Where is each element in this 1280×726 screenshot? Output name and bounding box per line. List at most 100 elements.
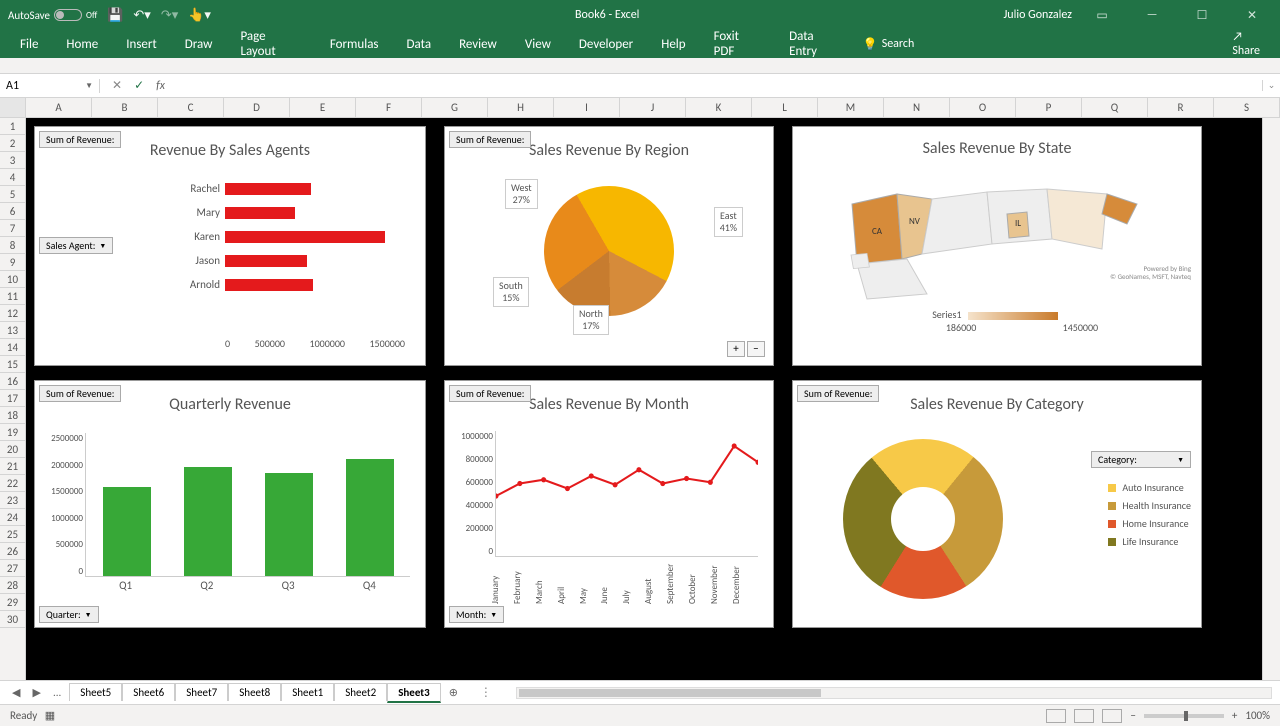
ribbon-tab-review[interactable]: Review: [447, 33, 509, 56]
slicer-sum-revenue[interactable]: Sum of Revenue:: [449, 385, 531, 402]
minimize-icon[interactable]: —: [1132, 8, 1172, 22]
col-header[interactable]: C: [158, 98, 224, 117]
ribbon-tab-help[interactable]: Help: [649, 33, 697, 56]
row-header[interactable]: 22: [0, 475, 25, 492]
col-header[interactable]: G: [422, 98, 488, 117]
row-header[interactable]: 13: [0, 322, 25, 339]
slicer-sales-agent[interactable]: Sales Agent:▼: [39, 237, 113, 254]
share-button[interactable]: ↗ Share: [1232, 30, 1272, 58]
maximize-icon[interactable]: ☐: [1182, 8, 1222, 23]
chart-region-pie[interactable]: Sum of Revenue: Sales Revenue By Region …: [444, 126, 774, 366]
sheet-tab[interactable]: Sheet2: [334, 683, 387, 701]
row-header[interactable]: 6: [0, 203, 25, 220]
autosave-toggle[interactable]: AutoSave Off: [8, 9, 97, 22]
nav-more[interactable]: ...: [49, 686, 65, 699]
cancel-formula-icon[interactable]: ✕: [112, 78, 122, 93]
redo-icon[interactable]: ↷▾: [161, 8, 178, 23]
drilldown-minus-icon[interactable]: −: [747, 341, 765, 357]
page-break-view-icon[interactable]: [1102, 709, 1122, 723]
sheet-tab[interactable]: Sheet5: [69, 683, 122, 701]
col-header[interactable]: O: [950, 98, 1016, 117]
row-header[interactable]: 24: [0, 509, 25, 526]
col-header[interactable]: B: [92, 98, 158, 117]
chart-quarterly[interactable]: Sum of Revenue: Quarterly Revenue 050000…: [34, 380, 426, 628]
user-name[interactable]: Julio Gonzalez: [1003, 8, 1072, 22]
sheet-tab[interactable]: Sheet7: [175, 683, 228, 701]
col-header[interactable]: A: [26, 98, 92, 117]
new-sheet-icon[interactable]: ⊕: [445, 686, 462, 699]
col-header[interactable]: R: [1148, 98, 1214, 117]
row-header[interactable]: 29: [0, 594, 25, 611]
ribbon-options-icon[interactable]: ▭: [1082, 8, 1122, 23]
row-header[interactable]: 26: [0, 543, 25, 560]
ribbon-tab-page-layout[interactable]: Page Layout: [228, 25, 313, 63]
ribbon-tab-developer[interactable]: Developer: [567, 33, 645, 56]
sheet-tab[interactable]: Sheet8: [228, 683, 281, 701]
tell-me-search[interactable]: 💡 Search: [863, 37, 915, 52]
row-header[interactable]: 7: [0, 220, 25, 237]
row-header[interactable]: 28: [0, 577, 25, 594]
chart-monthly[interactable]: Sum of Revenue: Sales Revenue By Month 0…: [444, 380, 774, 628]
row-header[interactable]: 16: [0, 373, 25, 390]
expand-formula-icon[interactable]: ⌄: [1262, 80, 1280, 91]
col-header[interactable]: F: [356, 98, 422, 117]
row-header[interactable]: 10: [0, 271, 25, 288]
slicer-sum-revenue[interactable]: Sum of Revenue:: [39, 385, 121, 402]
row-header[interactable]: 3: [0, 152, 25, 169]
save-icon[interactable]: 💾: [107, 8, 123, 23]
slicer-sum-revenue[interactable]: Sum of Revenue:: [449, 131, 531, 148]
row-header[interactable]: 20: [0, 441, 25, 458]
col-header[interactable]: M: [818, 98, 884, 117]
row-header[interactable]: 27: [0, 560, 25, 577]
ribbon-tab-data[interactable]: Data: [395, 33, 444, 56]
row-header[interactable]: 14: [0, 339, 25, 356]
ribbon-tab-data-entry[interactable]: Data Entry: [777, 25, 855, 63]
sheet-tab[interactable]: Sheet6: [122, 683, 175, 701]
chart-category-donut[interactable]: Sum of Revenue: Sales Revenue By Categor…: [792, 380, 1202, 628]
macro-record-icon[interactable]: ▦: [45, 709, 55, 722]
slicer-month[interactable]: Month:▼: [449, 606, 504, 623]
select-all-corner[interactable]: [0, 98, 26, 117]
row-header[interactable]: 15: [0, 356, 25, 373]
touch-icon[interactable]: 👆▾: [188, 8, 211, 23]
ribbon-tab-file[interactable]: File: [8, 33, 50, 56]
col-header[interactable]: N: [884, 98, 950, 117]
slicer-sum-revenue[interactable]: Sum of Revenue:: [797, 385, 879, 402]
zoom-in-icon[interactable]: +: [1232, 709, 1237, 722]
col-header[interactable]: L: [752, 98, 818, 117]
close-icon[interactable]: ✕: [1232, 8, 1272, 23]
row-header[interactable]: 25: [0, 526, 25, 543]
row-header[interactable]: 2: [0, 135, 25, 152]
col-header[interactable]: P: [1016, 98, 1082, 117]
enter-formula-icon[interactable]: ✓: [134, 78, 144, 93]
ribbon-tab-foxit-pdf[interactable]: Foxit PDF: [702, 25, 773, 63]
row-header[interactable]: 5: [0, 186, 25, 203]
fx-icon[interactable]: fx: [156, 79, 171, 93]
zoom-out-icon[interactable]: −: [1130, 709, 1135, 722]
row-header[interactable]: 8: [0, 237, 25, 254]
slicer-sum-revenue[interactable]: Sum of Revenue:: [39, 131, 121, 148]
row-header[interactable]: 11: [0, 288, 25, 305]
zoom-slider[interactable]: [1144, 714, 1224, 718]
chart-state-map[interactable]: Sales Revenue By State CA NV IL Po: [792, 126, 1202, 366]
row-header[interactable]: 18: [0, 407, 25, 424]
row-header[interactable]: 19: [0, 424, 25, 441]
col-header[interactable]: D: [224, 98, 290, 117]
col-header[interactable]: S: [1214, 98, 1280, 117]
ribbon-tab-home[interactable]: Home: [54, 33, 110, 56]
row-header[interactable]: 1: [0, 118, 25, 135]
chart-agents[interactable]: Sum of Revenue: Revenue By Sales Agents …: [34, 126, 426, 366]
ribbon-tab-insert[interactable]: Insert: [114, 33, 169, 56]
ribbon-tab-view[interactable]: View: [513, 33, 563, 56]
normal-view-icon[interactable]: [1046, 709, 1066, 723]
page-layout-view-icon[interactable]: [1074, 709, 1094, 723]
row-header[interactable]: 21: [0, 458, 25, 475]
col-header[interactable]: H: [488, 98, 554, 117]
row-header[interactable]: 12: [0, 305, 25, 322]
slicer-quarter[interactable]: Quarter:▼: [39, 606, 99, 623]
horizontal-scrollbar[interactable]: [516, 687, 1272, 699]
col-header[interactable]: Q: [1082, 98, 1148, 117]
drilldown-plus-icon[interactable]: +: [727, 341, 745, 357]
ribbon-tab-formulas[interactable]: Formulas: [318, 33, 391, 56]
vertical-scrollbar[interactable]: [1262, 118, 1280, 680]
